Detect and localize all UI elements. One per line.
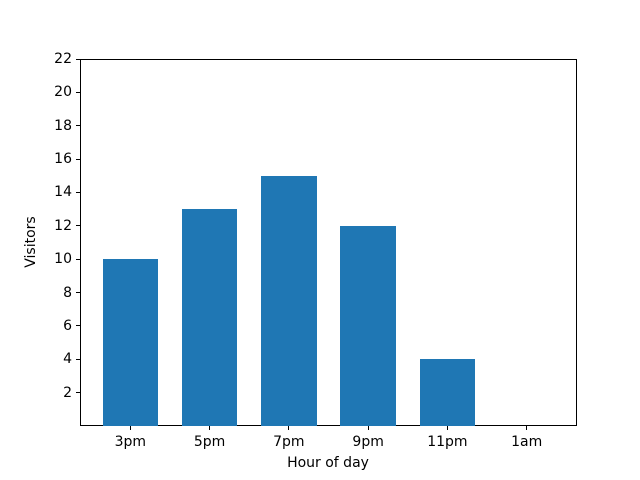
- bar-9pm: [340, 225, 396, 426]
- y-tick-mark: [76, 191, 80, 193]
- x-tick-label: 9pm: [352, 434, 384, 450]
- x-tick-mark: [129, 426, 131, 430]
- y-tick-label: 10: [54, 251, 72, 268]
- y-tick-mark: [76, 125, 80, 127]
- bar-3pm: [102, 259, 159, 426]
- y-tick-mark: [76, 91, 80, 93]
- bar-5pm: [181, 209, 238, 426]
- y-tick-label: 4: [63, 351, 72, 368]
- x-tick-label: 7pm: [273, 434, 305, 450]
- y-tick-label: 22: [54, 51, 72, 67]
- y-tick-label: 8: [63, 284, 72, 301]
- x-tick-mark: [288, 426, 290, 430]
- y-tick-label: 16: [54, 151, 72, 168]
- y-tick-label: 18: [54, 117, 72, 134]
- x-tick-mark: [367, 426, 369, 430]
- x-tick-label: 3pm: [114, 434, 147, 450]
- y-tick-mark: [76, 392, 80, 394]
- x-tick-mark: [446, 426, 448, 430]
- y-tick-mark: [76, 258, 80, 260]
- x-axis-label: Hour of day: [287, 455, 369, 471]
- x-tick-label: 1am: [511, 434, 543, 450]
- y-axis-label: Visitors: [23, 216, 39, 268]
- y-tick-label: 6: [63, 317, 72, 334]
- y-tick-mark: [76, 225, 80, 227]
- y-tick-mark: [76, 58, 80, 60]
- bar-11pm: [419, 359, 476, 426]
- y-tick-label: 20: [54, 84, 72, 101]
- y-tick-label: 14: [54, 184, 72, 201]
- y-tick-mark: [76, 158, 80, 160]
- y-tick-mark: [76, 358, 80, 360]
- y-tick-mark: [76, 325, 80, 327]
- x-tick-label: 11pm: [427, 434, 468, 450]
- x-tick-label: 5pm: [193, 434, 226, 450]
- plot-area: [80, 59, 577, 426]
- y-tick-label: 12: [54, 217, 72, 234]
- y-tick-mark: [76, 292, 80, 294]
- bar-7pm: [261, 175, 317, 426]
- x-tick-mark: [209, 426, 211, 430]
- y-tick-label: 2: [63, 384, 72, 401]
- x-tick-mark: [526, 426, 528, 430]
